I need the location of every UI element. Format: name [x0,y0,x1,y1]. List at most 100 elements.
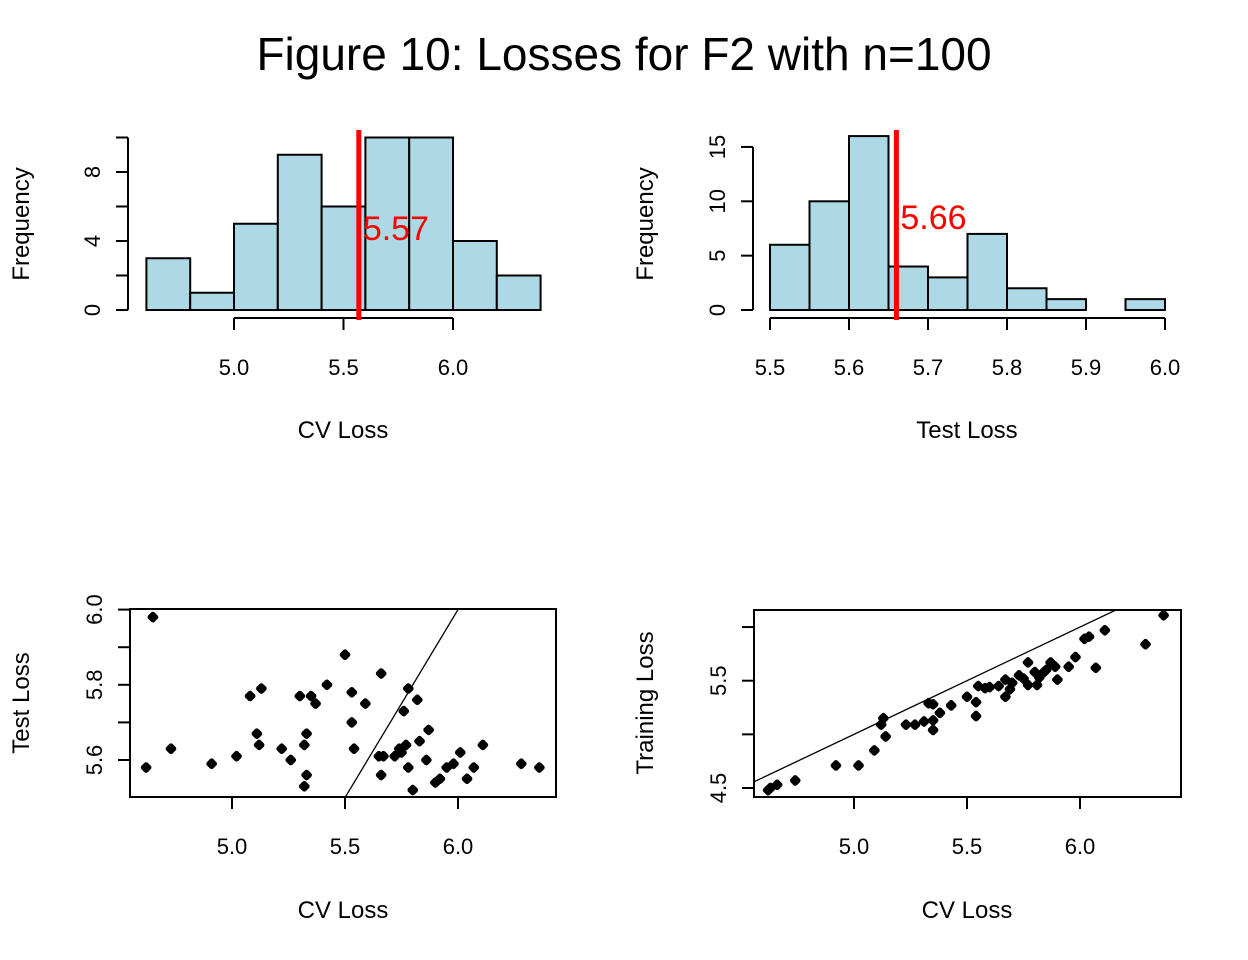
y-axis-label: Frequency [8,167,35,280]
x-tick-label: 5.6 [834,355,865,380]
data-point [375,668,387,679]
x-tick-label: 5.0 [839,834,870,859]
data-point [294,690,306,702]
data-point [1140,638,1151,650]
data-point [301,728,312,740]
x-axis-label: CV Loss [922,897,1013,924]
data-point [253,739,265,751]
histogram-bar [364,136,411,311]
histogram-bar [233,222,279,311]
data-point [970,696,982,708]
data-point [423,724,434,736]
y-axis-label: Training Loss [632,631,659,774]
histogram-bar [1045,298,1087,312]
histogram-bar [189,291,235,311]
data-point [251,728,263,740]
y-tick-label: 15 [705,135,730,159]
plot-frame [129,608,557,798]
data-point [984,681,995,693]
data-point [421,754,432,766]
data-point [1000,691,1011,703]
y-tick-label: 5.8 [82,670,107,701]
data-point [945,700,957,711]
data-point [918,716,930,727]
histogram-bar [808,200,850,311]
data-point [346,686,358,698]
data-point [909,719,921,731]
data-point [206,758,217,770]
x-axis-label: CV Loss [298,897,389,924]
data-point [468,762,480,773]
y-tick-label: 0 [705,304,730,316]
data-point [402,683,414,694]
data-point [402,762,414,773]
data-point [411,694,423,706]
data-point [165,743,177,755]
reference-line-y-equals-x [344,609,460,797]
data-point [1090,662,1102,674]
mean-label: 5.57 [363,210,429,248]
data-point [321,679,333,691]
y-tick-label: 5 [705,250,730,262]
x-tick-label: 5.5 [328,355,359,380]
y-tick-label: 0 [80,304,105,316]
y-tick-label: 8 [80,166,105,178]
histogram-bar [848,135,890,311]
data-point [534,762,545,773]
data-point [346,717,358,728]
data-point [396,747,407,758]
data-point [961,691,973,703]
data-point [414,735,425,747]
data-point [789,775,801,786]
histogram-bar [927,276,969,312]
data-point [1022,679,1034,691]
data-point [1006,677,1018,689]
histogram-bar [495,274,542,311]
histogram-bar [1006,287,1048,312]
histogram-bar [966,232,1008,311]
data-point [434,773,446,785]
y-tick-label: 5.6 [82,745,107,776]
histogram-bar [769,243,811,311]
x-axis-label: Test Loss [916,417,1017,444]
data-point [515,758,527,770]
data-point [878,712,889,724]
data-point [1022,657,1034,668]
x-tick-label: 5.7 [913,355,944,380]
y-tick-label: 5.5 [706,665,731,696]
data-point [869,745,880,756]
data-point [378,750,389,762]
y-tick-label: 6.0 [82,594,107,625]
histogram-bar [1124,298,1166,312]
y-tick-label: 4.5 [706,773,731,804]
x-tick-label: 5.0 [219,355,250,380]
histogram-bar [452,240,498,311]
data-point [276,743,288,755]
x-tick-label: 6.0 [1150,355,1181,380]
reference-line-y-equals-x [754,610,1118,783]
data-point [375,769,387,781]
data-point [301,769,312,781]
x-tick-label: 6.0 [1065,834,1096,859]
data-point [298,739,310,751]
data-point [298,780,310,792]
data-point [993,680,1004,692]
data-point [348,743,360,755]
data-point [900,719,912,731]
data-point [256,683,267,694]
data-point [407,784,419,796]
histogram-bar [276,153,323,311]
data-point [1099,624,1111,636]
data-point [360,698,371,709]
x-tick-label: 5.5 [952,834,983,859]
test-loss-histogram: Test Loss Frequency 0 5 10 15 5.5 5.6 5.7 5.8 5.… [632,130,1180,444]
y-axis-label: Frequency [632,167,659,280]
data-point [448,758,459,770]
data-point [400,739,412,751]
x-axis-label: CV Loss [298,417,389,444]
data-point [231,750,242,762]
y-tick-label: 4 [80,235,105,247]
data-point [285,754,297,766]
data-point [244,690,256,702]
